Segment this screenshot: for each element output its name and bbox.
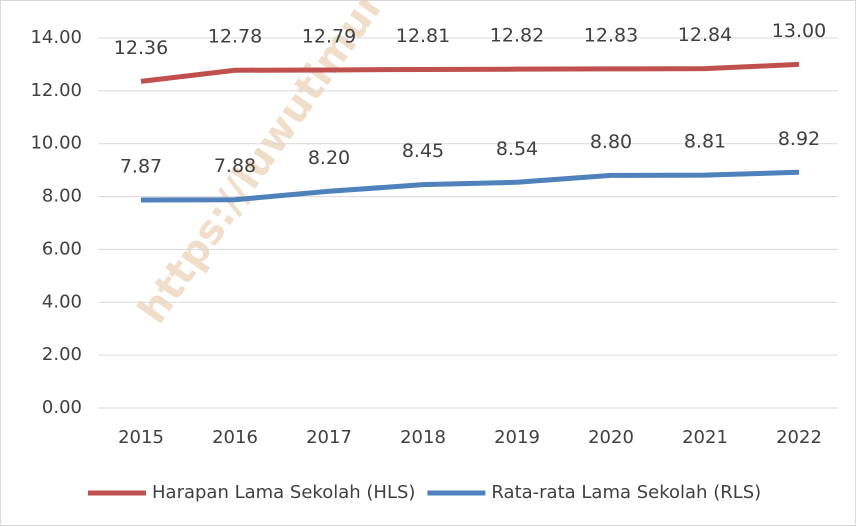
y-tick-label: 8.00 [42, 186, 82, 207]
x-tick-label: 2018 [400, 427, 446, 448]
data-label: 12.79 [302, 25, 356, 47]
legend-label: Harapan Lama Sekolah (HLS) [152, 482, 415, 503]
y-tick-label: 12.00 [30, 80, 82, 101]
data-label: 8.20 [308, 147, 350, 169]
y-tick-label: 2.00 [42, 344, 82, 365]
x-tick-label: 2020 [588, 427, 634, 448]
x-tick-label: 2017 [306, 427, 352, 448]
data-label: 8.92 [778, 128, 820, 150]
data-label: 12.78 [208, 26, 262, 48]
data-label: 8.54 [496, 138, 538, 160]
x-tick-label: 2019 [494, 427, 540, 448]
y-tick-label: 10.00 [30, 133, 82, 154]
data-label: 13.00 [772, 20, 826, 42]
x-tick-label: 2021 [682, 427, 728, 448]
x-tick-label: 2015 [118, 427, 164, 448]
data-label: 8.81 [684, 131, 726, 153]
data-label: 12.82 [490, 25, 544, 47]
data-label: 8.45 [402, 140, 444, 162]
series-line [140, 61, 800, 84]
x-tick-label: 2022 [776, 427, 822, 448]
data-label: 7.88 [214, 155, 256, 177]
y-tick-label: 0.00 [42, 397, 82, 418]
x-tick-label: 2016 [212, 427, 258, 448]
data-label: 8.80 [590, 131, 632, 153]
legend-label: Rata-rata Lama Sekolah (RLS) [491, 482, 761, 503]
data-label: 12.36 [114, 37, 168, 59]
y-tick-label: 6.00 [42, 238, 82, 259]
y-tick-label: 4.00 [42, 291, 82, 312]
series-line [140, 169, 800, 203]
data-label: 7.87 [120, 156, 162, 178]
data-label: 12.81 [396, 25, 450, 47]
data-label: 12.84 [678, 24, 732, 46]
data-label: 12.83 [584, 24, 638, 46]
y-tick-label: 14.00 [30, 27, 82, 48]
